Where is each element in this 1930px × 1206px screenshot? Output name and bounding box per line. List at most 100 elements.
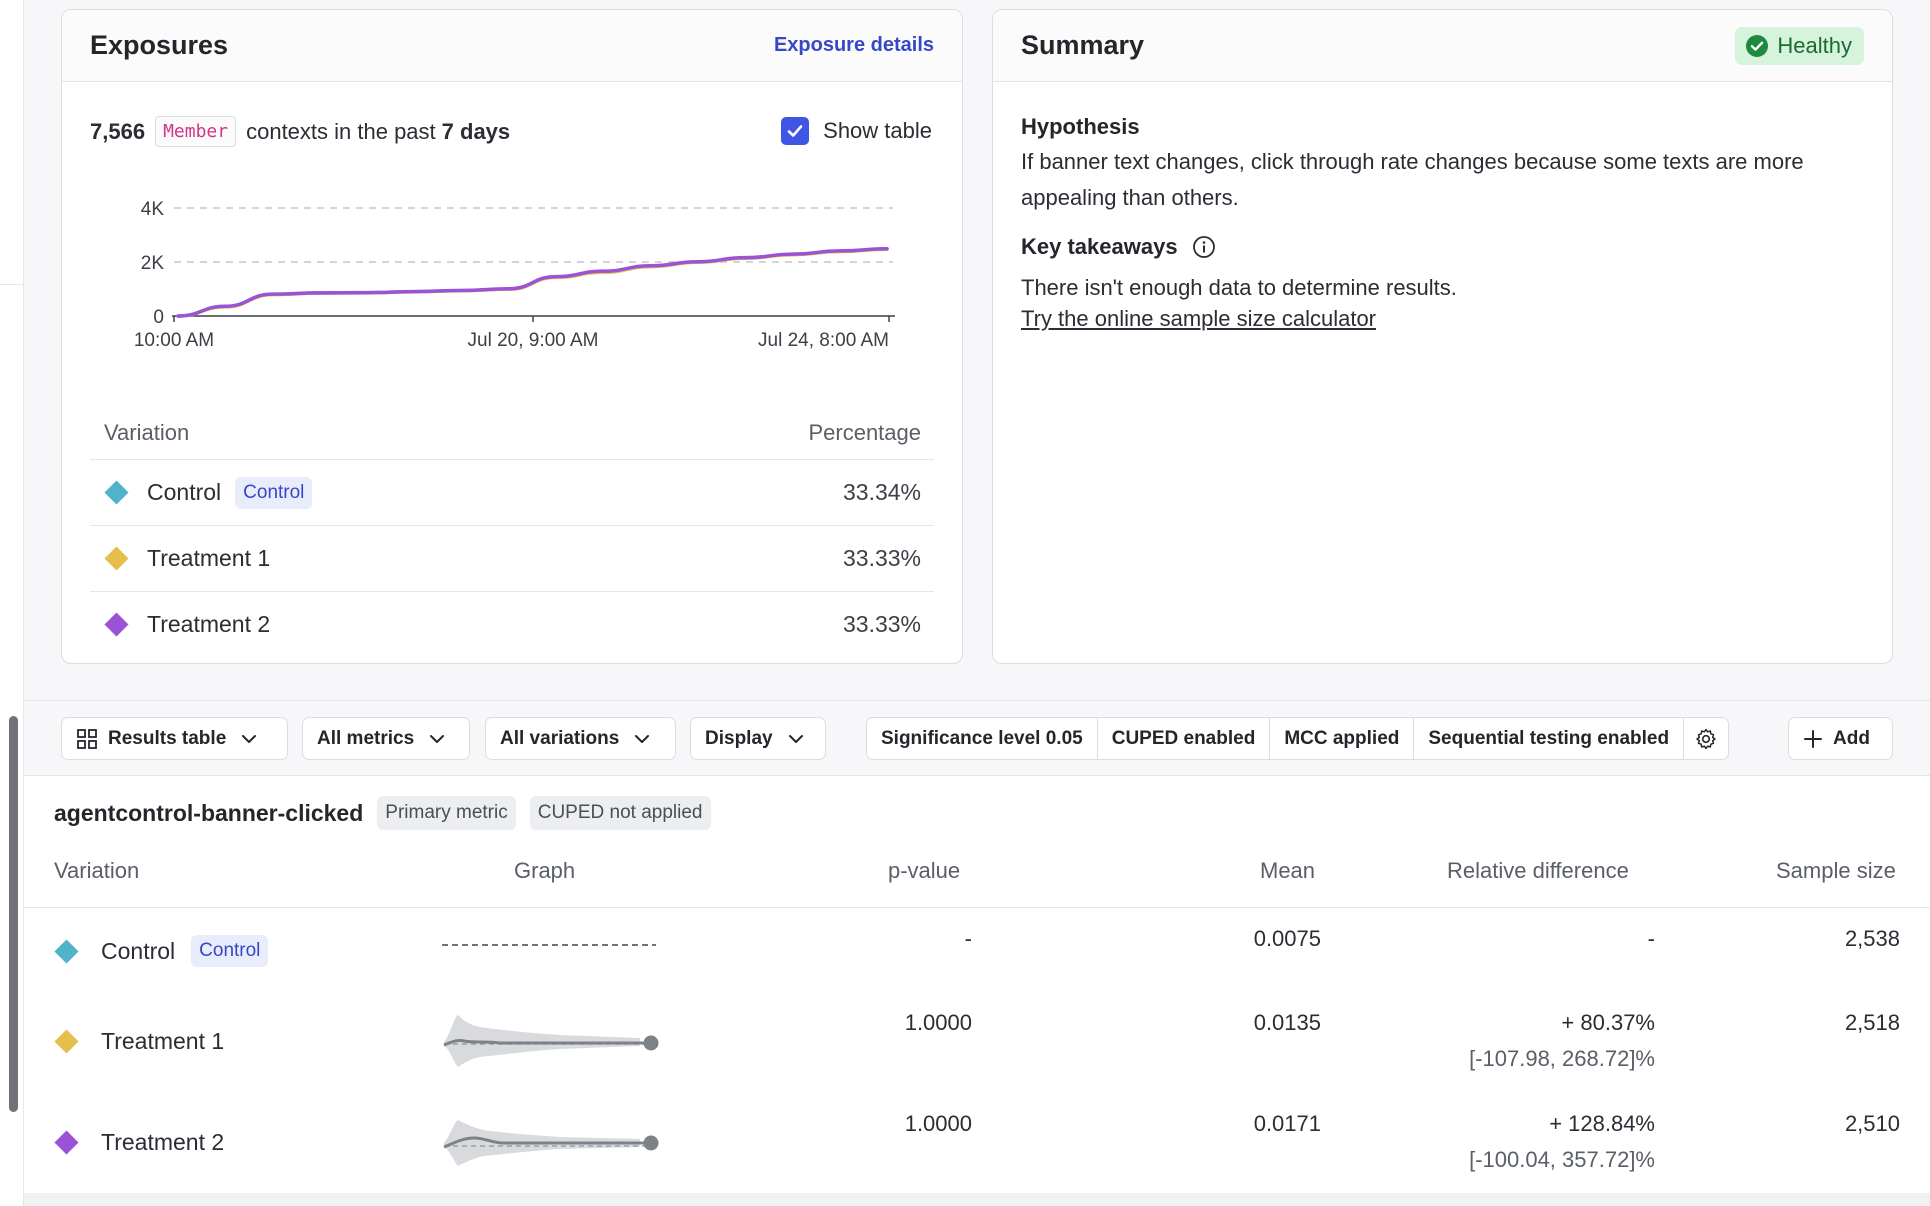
control-badge: Control [191, 935, 269, 967]
chevron-down-icon [788, 734, 803, 743]
percentage-col-header: Percentage [808, 420, 921, 445]
display-dropdown[interactable]: Display [690, 717, 826, 760]
control-badge: Control [235, 476, 313, 509]
chevron-down-icon [242, 734, 257, 743]
exposure-summary: 7,566 Member contexts in the past 7 days [90, 116, 510, 147]
x-tick-label: Jul 20, 9:00 AM [468, 330, 599, 351]
variation-table-header: Variation Percentage [90, 420, 934, 446]
add-label: Add [1833, 727, 1870, 749]
confidence-interval-cell: [-100.04, 357.72]% [1469, 1147, 1655, 1172]
control-diamond-icon [54, 938, 79, 964]
results-table-label: Results table [108, 727, 227, 749]
table-row: Treatment 2 [54, 1129, 225, 1156]
treatment1-graph [443, 1015, 659, 1067]
summary-header: Summary Healthy [993, 10, 1892, 82]
variation-percentage: 33.33% [842, 611, 921, 637]
sequential-testing-button[interactable]: Sequential testing enabled [1414, 718, 1685, 759]
analysis-settings-group: Significance level 0.05 CUPED enabled MC… [866, 717, 1730, 760]
significance-level-button[interactable]: Significance level 0.05 [867, 718, 1098, 759]
exposures-header: Exposures Exposure details [62, 10, 962, 82]
summary-card: Summary Healthy Hypothesis If banner tex… [992, 9, 1893, 664]
table-row: Treatment 1 [54, 1028, 225, 1055]
relative-difference-cell: + 128.84% [1549, 1111, 1655, 1136]
page-bottom-band [24, 1193, 1930, 1206]
variation-name: Control [147, 479, 222, 505]
exposures-chart: 4K 2K 010:00 AM Jul 20, 9:00 AM Jul 24, 8:00… [134, 199, 895, 351]
series-line-treatment-2 [176, 247, 889, 318]
show-table-toggle[interactable]: Show table [781, 117, 932, 145]
health-status-badge: Healthy [1735, 26, 1864, 65]
all-metrics-label: All metrics [317, 727, 415, 749]
mean-cell: 0.0171 [1253, 1111, 1321, 1136]
metric-header: agentcontrol-banner-clicked Primary metr… [54, 796, 711, 830]
results-table-dropdown[interactable]: Results table [61, 717, 288, 760]
col-graph: Graph [514, 858, 576, 883]
add-button[interactable]: Add [1788, 717, 1893, 760]
exposure-count: 7,566 [90, 118, 146, 144]
exposures-card: Exposures Exposure details 7,566 Member … [61, 9, 963, 664]
summary-title: Summary [1021, 30, 1145, 60]
all-metrics-dropdown[interactable]: All metrics [302, 717, 470, 760]
primary-metric-chip: Primary metric [377, 796, 516, 830]
cuped-status-chip: CUPED not applied [529, 796, 711, 830]
scrollbar[interactable] [9, 716, 18, 1112]
hypothesis-heading: Hypothesis [1021, 114, 1140, 139]
cuped-button[interactable]: CUPED enabled [1098, 718, 1271, 759]
col-mean: Mean [1260, 858, 1316, 883]
settings-button[interactable] [1684, 718, 1728, 759]
metric-name[interactable]: agentcontrol-banner-clicked [54, 799, 364, 826]
x-tick-label: 10:00 AM [134, 330, 214, 351]
mean-cell: 0.0135 [1253, 1010, 1321, 1035]
plus-icon [1804, 729, 1822, 748]
variation-row: Control Control 33.34% [90, 459, 934, 525]
key-takeaways-text: There isn't enough data to determine res… [1021, 275, 1457, 300]
gear-icon [1696, 728, 1716, 749]
pvalue-cell: 1.0000 [904, 1010, 972, 1035]
all-variations-dropdown[interactable]: All variations [485, 717, 676, 760]
variation-name: Treatment 1 [101, 1028, 225, 1054]
variation-name: Treatment 2 [101, 1129, 225, 1155]
sample-size-calculator-link[interactable]: Try the online sample size calculator [1021, 306, 1377, 331]
sample-size-cell: 2,518 [1844, 1010, 1900, 1035]
chevron-down-icon [635, 734, 650, 743]
key-takeaways-heading-row: Key takeaways [1021, 234, 1864, 260]
variation-percentage: 33.34% [842, 479, 921, 505]
treatment2-diamond-icon [54, 1130, 79, 1155]
y-tick-label: 0 [153, 307, 164, 328]
variation-name: Control [101, 937, 176, 964]
col-sample-size: Sample size [1776, 858, 1896, 883]
context-kind-chip: Member [155, 116, 237, 147]
variation-row: Treatment 2 33.33% [90, 591, 934, 657]
health-status-text: Healthy [1777, 32, 1852, 58]
variation-row: Treatment 1 33.33% [90, 525, 934, 591]
exposure-summary-text: contexts in the past [246, 118, 436, 144]
pvalue-cell: - [964, 926, 972, 951]
variation-name: Treatment 1 [147, 545, 271, 571]
control-graph-baseline [442, 944, 656, 946]
chevron-down-icon [430, 734, 445, 743]
grid-icon [77, 728, 97, 749]
pvalue-cell: 1.0000 [904, 1111, 972, 1136]
info-icon[interactable] [1192, 235, 1216, 259]
show-table-label: Show table [823, 118, 932, 143]
summary-body: Hypothesis If banner text changes, click… [1021, 114, 1864, 332]
display-label: Display [705, 727, 773, 749]
col-variation: Variation [54, 858, 140, 883]
sample-size-cell: 2,510 [1844, 1111, 1900, 1136]
exposures-title: Exposures [90, 30, 229, 60]
variation-name: Treatment 2 [147, 611, 271, 637]
treatment1-diamond-icon [104, 546, 129, 571]
show-table-checkbox[interactable] [781, 117, 810, 145]
checkmark-icon [787, 125, 803, 137]
exposure-details-link[interactable]: Exposure details [773, 34, 934, 56]
y-tick-label: 2K [141, 253, 165, 274]
table-divider [24, 907, 1930, 908]
exposure-period: 7 days [441, 118, 511, 144]
col-relative-difference: Relative difference [1447, 858, 1629, 883]
confidence-interval-cell: [-107.98, 268.72]% [1469, 1046, 1655, 1071]
hypothesis-text: If banner text changes, click through ra… [1021, 149, 1804, 210]
treatment2-diamond-icon [104, 612, 129, 637]
mcc-button[interactable]: MCC applied [1270, 718, 1415, 759]
mean-cell: 0.0075 [1253, 926, 1321, 951]
y-tick-label: 4K [141, 199, 165, 220]
